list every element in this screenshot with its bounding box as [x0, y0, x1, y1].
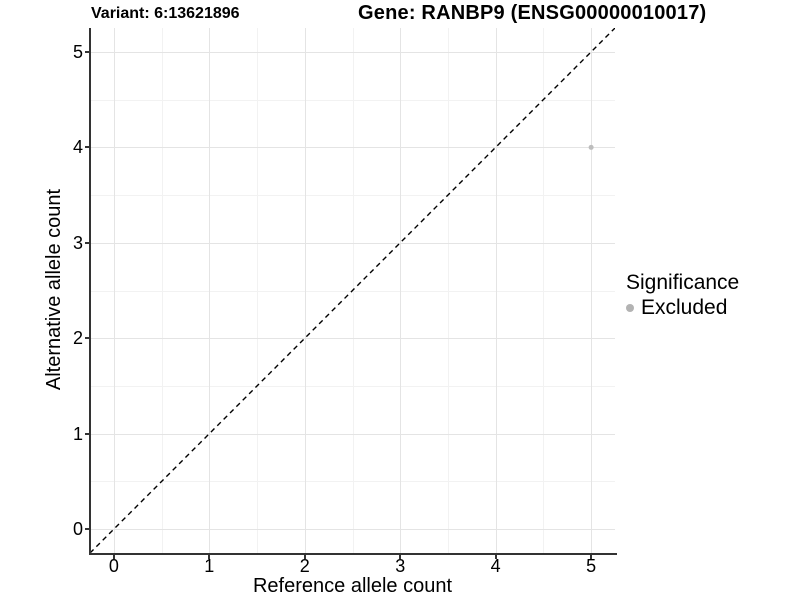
plot-title-gene: Gene: RANBP9 (ENSG00000010017): [358, 2, 707, 24]
gridline-major-horizontal: [90, 51, 615, 53]
gridline-minor-horizontal: [90, 195, 615, 197]
y-tick-mark: [85, 528, 89, 531]
x-tick-label: 2: [299, 556, 310, 576]
gridline-major-horizontal: [90, 147, 615, 149]
y-tick-label: 4: [72, 137, 83, 158]
y-tick-label: 5: [72, 41, 83, 62]
plot-data-layer: [90, 28, 615, 553]
x-tick-label: 0: [108, 556, 119, 576]
y-tick-label: 2: [72, 328, 83, 349]
gridline-major-vertical: [113, 28, 115, 553]
legend-item-label: Excluded: [641, 296, 728, 319]
x-tick-label: 5: [586, 556, 597, 576]
y-tick-mark: [85, 241, 89, 244]
legend-point-icon: [626, 304, 634, 312]
y-tick-mark: [85, 337, 89, 340]
x-tick-label: 1: [204, 556, 215, 576]
gridline-major-vertical: [400, 28, 402, 553]
x-tick-mark: [112, 555, 115, 559]
gridline-major-vertical: [591, 28, 593, 553]
y-tick-label: 1: [72, 423, 83, 444]
gridline-minor-horizontal: [90, 481, 615, 483]
y-axis-line: [89, 28, 91, 555]
x-tick-mark: [590, 555, 593, 559]
x-tick-mark: [494, 555, 497, 559]
gridline-minor-horizontal: [90, 99, 615, 101]
y-tick-mark: [85, 432, 89, 435]
x-tick-mark: [399, 555, 402, 559]
identity-reference-line: [90, 28, 615, 553]
gridline-major-vertical: [304, 28, 306, 553]
y-axis-title: Alternative allele count: [43, 188, 65, 391]
data-point: [588, 144, 594, 150]
gridline-major-horizontal: [90, 338, 615, 340]
gridline-major-vertical: [495, 28, 497, 553]
legend: Significance Excluded: [626, 270, 739, 320]
gridline-major-horizontal: [90, 529, 615, 531]
gridline-major-horizontal: [90, 433, 615, 435]
x-tick-mark: [303, 555, 306, 559]
legend-title: Significance: [626, 271, 740, 294]
gridline-major-horizontal: [90, 242, 615, 244]
gridline-minor-horizontal: [90, 385, 615, 387]
x-axis-title: Reference allele count: [252, 575, 452, 597]
y-tick-mark: [85, 50, 89, 53]
y-tick-label: 3: [72, 232, 83, 253]
plot-panel: [90, 28, 615, 553]
y-tick-label: 0: [72, 519, 83, 540]
x-axis-line: [89, 553, 617, 555]
x-tick-label: 3: [395, 556, 406, 576]
gridline-major-vertical: [209, 28, 211, 553]
x-tick-label: 4: [490, 556, 501, 576]
plot-title-variant: Variant: 6:13621896: [91, 5, 240, 22]
legend-item-excluded: Excluded: [626, 296, 739, 320]
x-tick-mark: [208, 555, 211, 559]
y-tick-mark: [85, 146, 89, 149]
